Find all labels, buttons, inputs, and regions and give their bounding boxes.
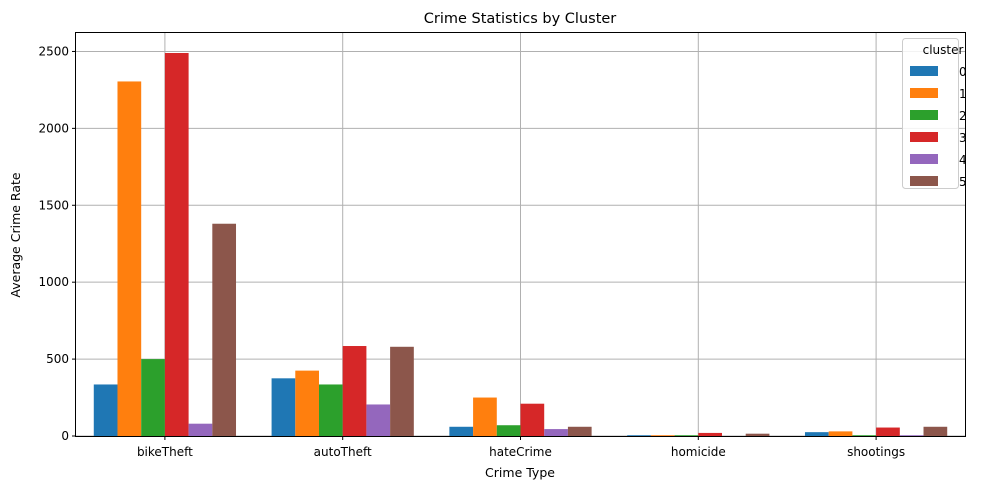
legend-label: 5 [959,175,967,189]
bar-autoTheft-cluster-1 [295,370,319,436]
bar-bikeTheft-cluster-5 [212,223,237,436]
gridlines [76,33,965,437]
x-axis-ticks: bikeTheft autoTheft hateCrime homicide shoot… [137,436,905,459]
bar-bikeTheft-cluster-3 [164,52,189,436]
bar-shootings-cluster-1 [828,431,853,436]
legend-items: 0 1 2 3 4 5 [910,65,967,189]
legend-swatch [910,132,938,142]
legend-swatch [910,176,938,186]
legend-label: 1 [959,87,967,101]
bar-autoTheft-cluster-3 [342,346,367,436]
x-tick-label: autoTheft [314,445,372,459]
x-tick-label: hateCrime [489,445,552,459]
chart-title: Crime Statistics by Cluster [424,11,617,27]
legend: cluster 0 1 2 3 4 5 [902,38,967,189]
bar-bikeTheft-cluster-0 [93,384,118,436]
bar-hateCrime-cluster-0 [449,426,474,436]
bar-shootings-cluster-2 [852,435,877,436]
y-axis-ticks: 0 500 1000 1500 2000 2500 [38,44,76,443]
legend-label: 2 [959,109,967,123]
bar-bikeTheft-cluster-1 [117,81,142,436]
bar-bikeTheft-cluster-4 [188,423,213,436]
x-tick-label: shootings [847,445,905,459]
y-tick-label: 0 [61,429,69,443]
bar-autoTheft-cluster-4 [366,404,391,436]
legend-label: 0 [959,65,967,79]
y-tick-label: 500 [46,352,69,366]
bar-shootings-cluster-4 [899,435,924,436]
bar-hateCrime-cluster-1 [473,397,497,436]
bar-shootings-cluster-0 [804,432,829,436]
bar-hateCrime-cluster-5 [567,426,592,436]
legend-swatch [910,88,938,98]
bar-homicide-cluster-2 [674,435,699,436]
bars-group [93,52,948,436]
bar-hateCrime-cluster-2 [496,425,521,436]
y-tick-label: 2500 [38,44,69,58]
x-tick-label: homicide [671,445,726,459]
bar-homicide-cluster-1 [650,435,675,436]
x-axis-label: Crime Type [485,465,555,480]
bar-shootings-cluster-3 [876,427,900,436]
bar-homicide-cluster-5 [745,433,770,436]
bar-homicide-cluster-0 [627,435,651,436]
bar-bikeTheft-cluster-2 [141,359,165,436]
bar-hateCrime-cluster-3 [520,403,545,436]
legend-swatch [910,110,938,120]
y-tick-label: 1500 [38,198,69,212]
legend-title: cluster [923,43,964,57]
y-tick-label: 1000 [38,275,69,289]
x-tick-label: bikeTheft [137,445,193,459]
bar-autoTheft-cluster-5 [390,346,414,436]
bar-autoTheft-cluster-0 [271,378,296,436]
legend-label: 4 [959,153,967,167]
bar-autoTheft-cluster-2 [318,384,343,436]
bar-shootings-cluster-5 [923,426,948,436]
legend-swatch [910,154,938,164]
legend-label: 3 [959,131,967,145]
bar-hateCrime-cluster-4 [544,429,568,436]
legend-swatch [910,66,938,76]
y-tick-label: 2000 [38,121,69,135]
bar-homicide-cluster-3 [698,432,723,436]
y-axis-label: Average Crime Rate [8,172,23,297]
